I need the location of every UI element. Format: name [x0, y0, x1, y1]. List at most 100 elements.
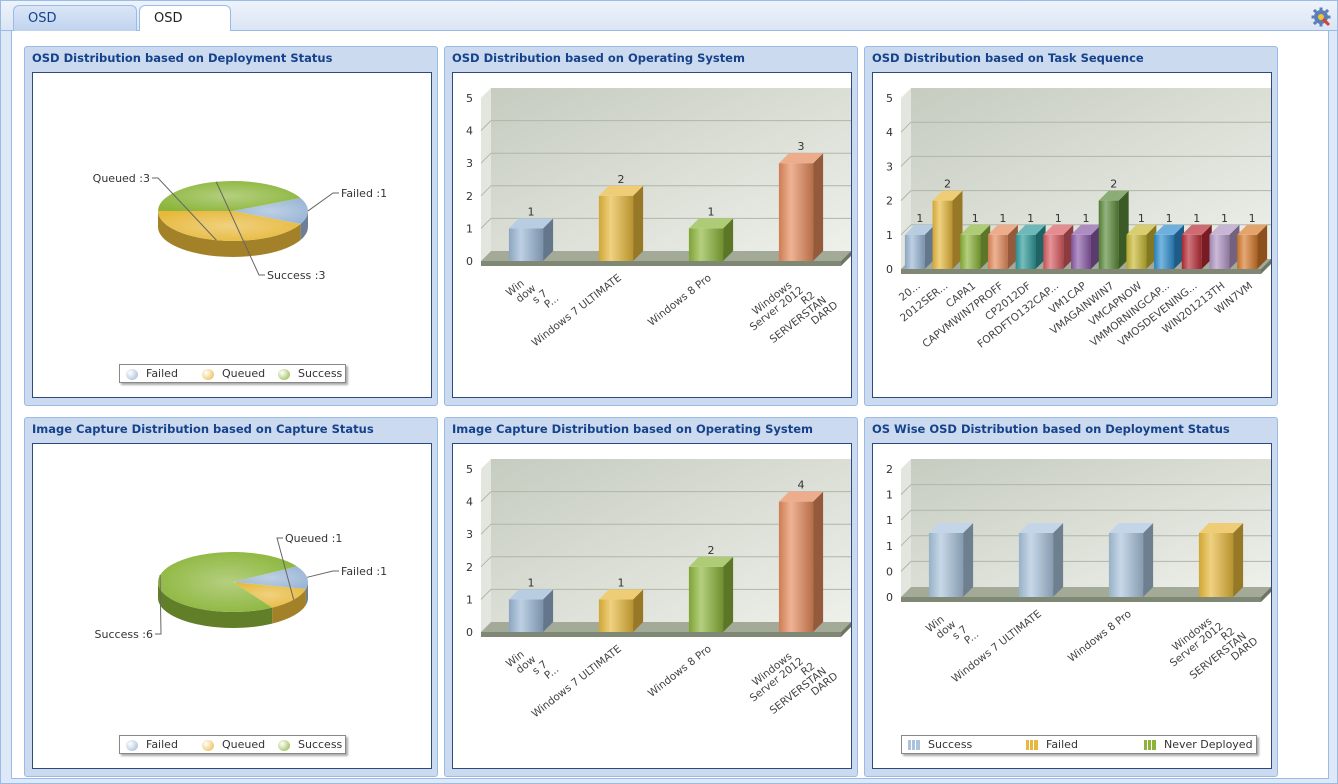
tab-osd-view[interactable]: OSD View	[139, 5, 231, 51]
plot-floor	[901, 587, 1271, 597]
pie-slice-queued	[233, 582, 306, 608]
bar-side	[1053, 523, 1064, 597]
x-tick-label-line: Windows 8 Pro	[646, 643, 714, 700]
plot-floor-edge	[1261, 259, 1271, 274]
plot-floor-edge	[481, 632, 841, 637]
gear-icon[interactable]	[1311, 7, 1331, 27]
bar-front	[1209, 234, 1230, 269]
pie-slice-failed	[233, 197, 309, 224]
data-label: 2	[618, 173, 625, 186]
legend-swatch	[202, 740, 214, 751]
plot-floor	[481, 622, 851, 632]
pie-label: Queued :3	[93, 172, 150, 185]
grid-line	[900, 561, 912, 572]
plot-side-wall	[901, 459, 911, 597]
grid-line	[480, 556, 492, 568]
bar-top	[1198, 523, 1244, 533]
pie-slice-side	[158, 211, 301, 257]
bar-side	[1201, 224, 1212, 269]
bar-top	[1237, 224, 1268, 235]
pie-label-line	[307, 192, 339, 212]
legend-label: Failed	[1046, 738, 1078, 751]
legend-label: Queued	[222, 738, 266, 751]
bar-side	[1035, 224, 1046, 269]
y-tick-label: 2	[886, 463, 893, 476]
bar	[508, 218, 554, 261]
legend-swatch	[1144, 740, 1156, 750]
bar	[1108, 523, 1154, 597]
tab-osd-dashboard[interactable]: OSD Dashboard	[13, 5, 137, 51]
data-label: 1	[528, 576, 535, 589]
bar	[987, 224, 1018, 269]
bar-top	[1154, 224, 1185, 235]
bar-front	[928, 533, 964, 597]
bar-front	[778, 163, 814, 261]
bar-front	[1018, 533, 1054, 597]
bar-top	[1043, 224, 1074, 235]
pie-label-line	[276, 537, 295, 600]
bar-chart: 5 4 3 2 1 0 1 Windows 7P... 2 Windows 7 ULTIMATE 1…	[466, 88, 851, 360]
x-tick-label: Windows 7 ULTIMATE	[530, 272, 624, 349]
y-tick-label: 3	[466, 157, 473, 170]
plot-floor-edge	[841, 622, 851, 637]
bar-side	[1143, 523, 1154, 597]
x-tick-label: WindowsServer 2012R2SERVERSTANDARD	[741, 265, 840, 360]
bar-top	[688, 556, 734, 567]
bar-top	[508, 589, 554, 600]
data-label: 1	[1083, 212, 1090, 225]
y-tick-label: 4	[886, 126, 893, 139]
bar-front	[1108, 533, 1144, 597]
legend-label: Never Deployed	[1164, 738, 1253, 751]
panel-osd-task-sequence: OSD Distribution based on Task Sequence …	[864, 46, 1278, 406]
bar	[598, 185, 644, 261]
bar-top	[508, 218, 554, 229]
x-tick-label-line: Windows 8 Pro	[1066, 608, 1134, 665]
pie-slice-queued	[158, 211, 301, 242]
pie-slice-success	[158, 181, 301, 212]
legend-label: Queued	[222, 367, 266, 380]
bar	[1098, 190, 1129, 269]
panel-title: OSD Distribution based on Deployment Sta…	[32, 51, 333, 65]
bar	[778, 153, 824, 261]
bar-side	[543, 589, 554, 632]
bar-side	[1229, 224, 1240, 269]
panel-title: OSD Distribution based on Task Sequence	[872, 51, 1144, 65]
x-tick-label-line: Windows 8 Pro	[646, 272, 714, 329]
bar	[1071, 224, 1101, 269]
bar-front	[508, 599, 544, 632]
bar-front	[688, 566, 724, 632]
bar-front	[904, 234, 925, 269]
plot-floor-edge	[481, 261, 841, 266]
dashboard-content: OSD Distribution based on Deployment Sta…	[11, 31, 1329, 779]
plot-side-wall	[481, 88, 491, 261]
y-tick-label: 1	[886, 489, 893, 502]
pie-slice-success	[158, 552, 297, 612]
grid-line	[900, 224, 912, 236]
bar-front	[1154, 234, 1175, 269]
y-tick-label: 0	[466, 626, 473, 639]
pie-label-line	[215, 181, 265, 276]
grid-line	[480, 523, 492, 535]
bar-top	[1015, 224, 1046, 235]
bar-front	[598, 599, 634, 632]
bar-front	[1015, 234, 1036, 269]
data-label: 1	[972, 212, 979, 225]
x-tick-label: Windows 8 Pro	[646, 272, 714, 329]
pie-label: Success :6	[95, 628, 153, 641]
pie-label: Failed :1	[341, 187, 387, 200]
grid-line	[480, 120, 492, 131]
panel-capture-operating-system: Image Capture Distribution based on Oper…	[444, 417, 858, 777]
bar-front	[1126, 234, 1147, 269]
legend-label: Failed	[146, 367, 178, 380]
y-tick-label: 4	[466, 496, 473, 509]
bar-side	[723, 556, 734, 632]
x-tick-label-line: Windows 7 ULTIMATE	[530, 643, 624, 720]
bar-side	[633, 589, 644, 632]
bar	[598, 589, 644, 632]
chart-legend: Failed Queued Success	[119, 735, 346, 754]
data-label: 2	[944, 178, 951, 191]
panel-title: Image Capture Distribution based on Capt…	[32, 422, 374, 436]
grid-line	[480, 218, 492, 229]
data-label: 1	[708, 205, 715, 218]
bar	[1018, 523, 1064, 597]
